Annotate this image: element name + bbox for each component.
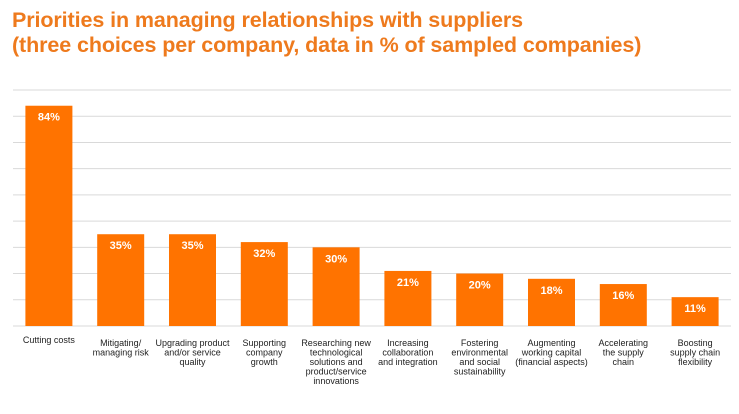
value-label: 16%: [612, 290, 634, 302]
category-label-line: growth: [251, 357, 278, 367]
category-label: Cutting costs: [23, 335, 76, 345]
category-label-line: Upgrading product: [155, 338, 230, 348]
category-label-line: Augmenting: [527, 338, 575, 348]
category-label-line: product/service: [306, 367, 367, 377]
category-label-line: and social: [459, 357, 500, 367]
bar: [97, 234, 145, 326]
category-label-line: the supply: [603, 348, 645, 358]
category-label-line: technological: [310, 348, 363, 358]
value-labels: 84% 35% 35% 32% 30% 21% 20% 18% 16% 11%: [38, 112, 706, 315]
category-label-line: Boosting: [678, 338, 713, 348]
chart-title-line: Priorities in managing relationships wit…: [12, 8, 523, 32]
value-label: 32%: [253, 248, 275, 260]
category-label-line: collaboration: [382, 348, 433, 358]
category-label-line: quality: [179, 357, 206, 367]
category-label-line: Supporting: [243, 338, 287, 348]
category-label-line: solutions and: [310, 357, 363, 367]
gridlines: [13, 89, 731, 327]
value-label: 21%: [397, 277, 419, 289]
bars: [25, 105, 719, 326]
category-label: Researching new technological solutions an…: [301, 338, 371, 386]
category-label: Supporting company growth: [243, 338, 287, 367]
category-label-line: supply chain: [670, 348, 720, 358]
chart-title: Priorities in managing relationships wit…: [12, 8, 641, 58]
value-label: 84%: [38, 112, 60, 124]
category-label: Accelerating the supply chain: [599, 338, 649, 367]
category-label-line: Cutting costs: [23, 335, 76, 345]
bar: [169, 234, 216, 326]
category-label-line: innovations: [313, 376, 359, 386]
category-label-line: Fostering: [461, 338, 499, 348]
category-label: Augmenting working capital (financial aspe…: [515, 338, 588, 367]
bar: [240, 242, 288, 326]
category-label-line: chain: [613, 357, 635, 367]
value-label: 30%: [325, 253, 347, 265]
category-label: Boosting supply chain flexibility: [670, 338, 720, 367]
category-label-line: (financial aspects): [515, 357, 588, 367]
bar: [25, 105, 73, 326]
category-label-line: Accelerating: [599, 338, 649, 348]
bar: [528, 278, 575, 326]
value-label: 35%: [181, 240, 203, 252]
value-label: 20%: [469, 280, 491, 292]
category-label-line: flexibility: [678, 357, 713, 367]
category-label-line: Mitigating/: [100, 338, 142, 348]
category-label-line: working capital: [521, 348, 582, 358]
bar: [671, 297, 719, 326]
category-label: Mitigating/managing risk: [93, 338, 150, 358]
value-label: 11%: [684, 303, 706, 315]
bar: [599, 284, 647, 326]
chart-subtitle-line: (three choices per company, data in % of…: [12, 33, 642, 57]
category-label-line: and/or service: [164, 348, 221, 358]
category-label-line: sustainability: [454, 367, 506, 377]
bar: [312, 247, 360, 326]
value-label: 18%: [540, 285, 562, 297]
category-label: Increasing collaboration and integration: [378, 338, 438, 367]
category-labels: Cutting costs Mitigating/managing riskUpg…: [23, 335, 720, 386]
category-label-line: Researching new: [301, 338, 371, 348]
category-label-line: environmental: [451, 348, 508, 358]
category-label-line: and integration: [378, 357, 438, 367]
category-label-line: company: [246, 348, 283, 358]
category-label-line: managing risk: [93, 348, 150, 358]
bar: [384, 270, 432, 326]
category-label: Fostering environmental and social sustaina…: [451, 338, 508, 377]
bar: [456, 273, 504, 326]
category-label-line: Increasing: [387, 338, 429, 348]
value-label: 35%: [110, 240, 132, 252]
category-label: Upgrading product and/or service quality: [155, 338, 230, 367]
